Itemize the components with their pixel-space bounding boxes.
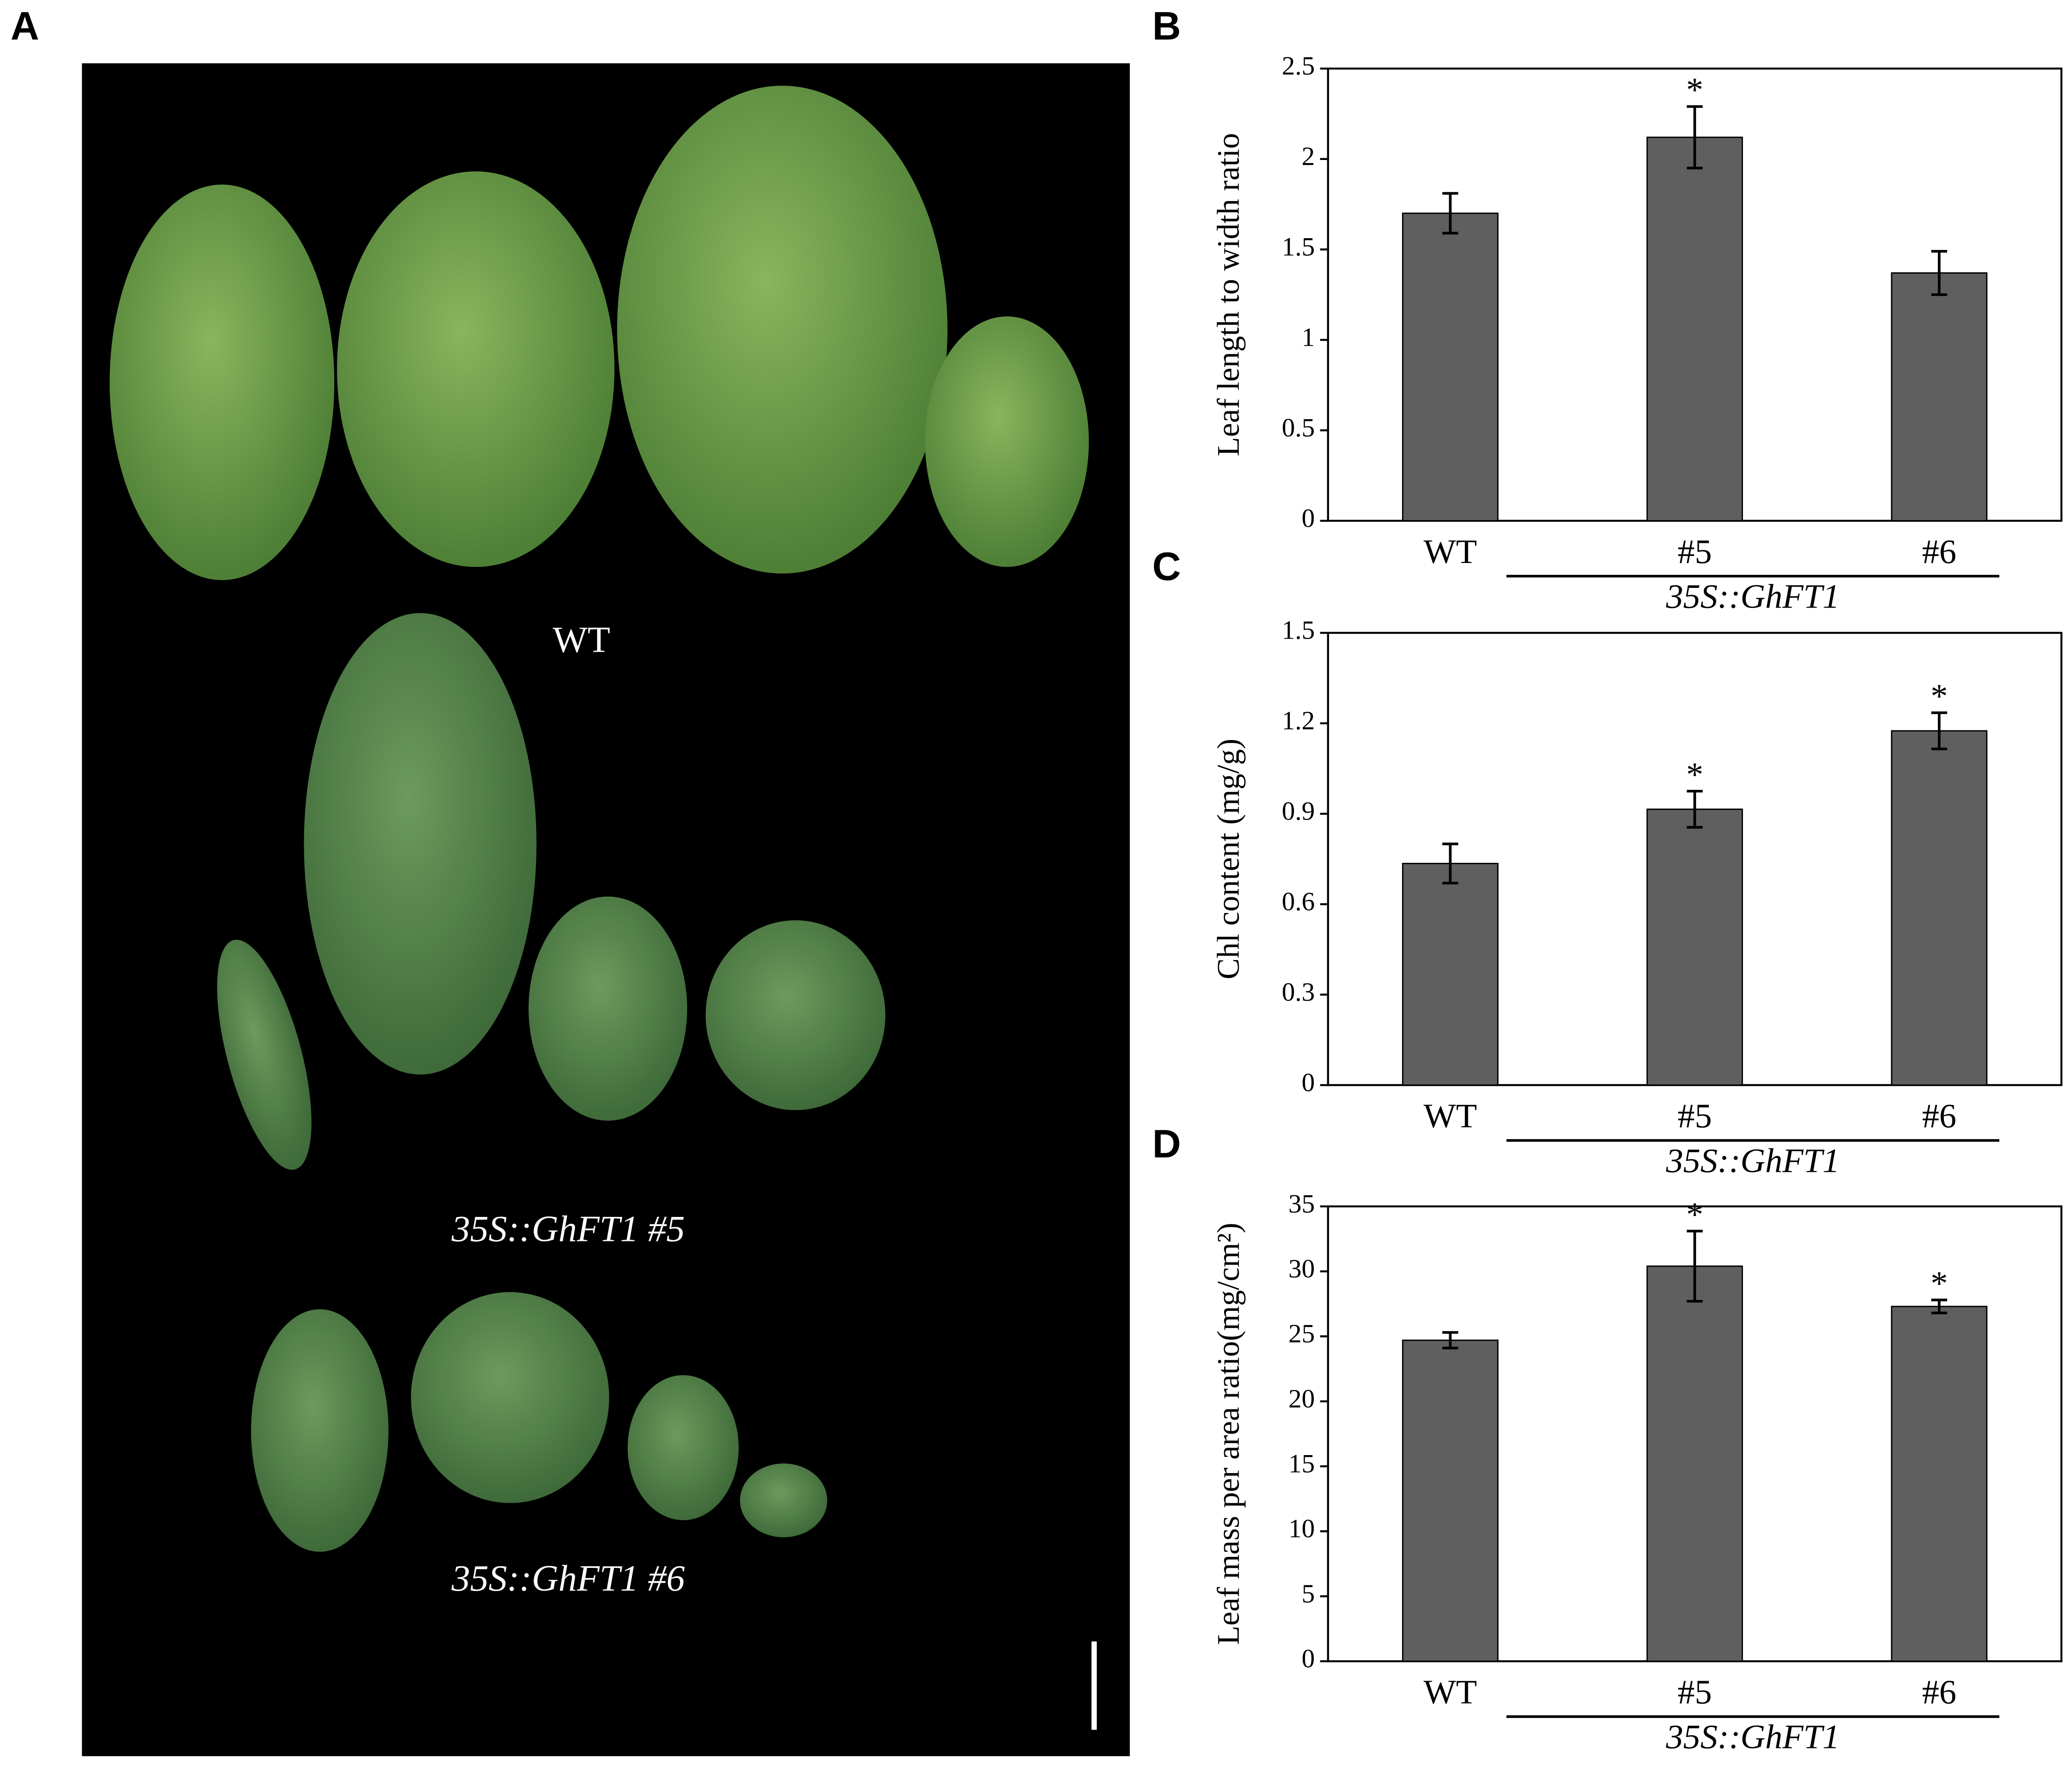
x-tick-label: #6 — [1922, 532, 1957, 570]
bar — [1646, 808, 1743, 1086]
error-bar — [1687, 789, 1703, 829]
y-tick-label: 35 — [1288, 1189, 1315, 1219]
error-bar — [1442, 842, 1458, 885]
y-tick-label: 1.5 — [1282, 616, 1315, 645]
bar — [1402, 863, 1499, 1086]
group-label: 35S::GhFT1 — [1666, 1142, 1839, 1180]
significance-mark: * — [1930, 677, 1947, 715]
x-tick-label: #5 — [1677, 532, 1712, 570]
x-tick-label: WT — [1423, 532, 1477, 570]
x-tick-label: #5 — [1677, 1097, 1712, 1135]
panel-letter: B — [1152, 4, 1181, 48]
error-bar — [1442, 192, 1458, 235]
y-tick-label: 20 — [1288, 1384, 1315, 1414]
photo-label: 35S::GhFT1 #5 — [451, 1209, 685, 1250]
error-bar — [1442, 1331, 1458, 1350]
y-tick-label: 1.5 — [1282, 233, 1315, 262]
panel-letter: C — [1152, 545, 1181, 589]
x-tick-label: #6 — [1922, 1673, 1957, 1711]
significance-mark: * — [1686, 755, 1703, 793]
bar — [1646, 136, 1743, 521]
y-tick-label: 0.3 — [1282, 977, 1315, 1007]
y-axis-label: Leaf mass per area ratio(mg/cm²) — [1211, 1223, 1246, 1645]
y-tick-label: 2 — [1302, 142, 1315, 171]
y-tick-label: 1.2 — [1282, 706, 1315, 736]
error-bar — [1931, 711, 1947, 750]
bar — [1402, 212, 1499, 521]
y-axis-label: Chl content (mg/g) — [1211, 739, 1246, 980]
y-tick-label: 1 — [1302, 323, 1315, 352]
significance-mark: * — [1930, 1264, 1947, 1302]
error-bar — [1687, 105, 1703, 170]
error-bar — [1931, 250, 1947, 296]
significance-mark: * — [1686, 1195, 1703, 1233]
y-tick-label: 0 — [1302, 1644, 1315, 1674]
error-bar — [1931, 1299, 1947, 1314]
y-tick-label: 0 — [1302, 1068, 1315, 1097]
y-tick-label: 25 — [1288, 1319, 1315, 1348]
y-tick-label: 0.6 — [1282, 887, 1315, 917]
x-tick-label: #6 — [1922, 1097, 1957, 1135]
significance-mark: * — [1686, 71, 1703, 109]
y-tick-label: 5 — [1302, 1579, 1315, 1609]
bar — [1646, 1265, 1743, 1662]
y-tick-label: 0 — [1302, 504, 1315, 533]
bar — [1891, 272, 1988, 521]
photo-label: WT — [553, 619, 611, 660]
x-tick-label: #5 — [1677, 1673, 1712, 1711]
x-tick-label: WT — [1423, 1097, 1477, 1135]
leaves — [109, 86, 1097, 1730]
y-tick-label: 10 — [1288, 1514, 1315, 1543]
photo-label: 35S::GhFT1 #6 — [451, 1558, 685, 1599]
bar — [1891, 1306, 1988, 1662]
y-tick-label: 2.5 — [1282, 52, 1315, 81]
y-tick-label: 30 — [1288, 1254, 1315, 1284]
bar — [1891, 730, 1988, 1086]
group-label: 35S::GhFT1 — [1666, 577, 1839, 615]
y-tick-label: 15 — [1288, 1449, 1315, 1479]
panel-letter: A — [10, 4, 39, 48]
group-label: 35S::GhFT1 — [1666, 1718, 1839, 1756]
y-axis-label: Leaf length to width ratio — [1211, 133, 1246, 456]
y-tick-label: 0.5 — [1282, 413, 1315, 442]
y-tick-label: 0.9 — [1282, 797, 1315, 826]
x-tick-label: WT — [1423, 1673, 1477, 1711]
panel-letter: D — [1152, 1122, 1181, 1166]
bar — [1402, 1339, 1499, 1662]
error-bar — [1687, 1230, 1703, 1303]
